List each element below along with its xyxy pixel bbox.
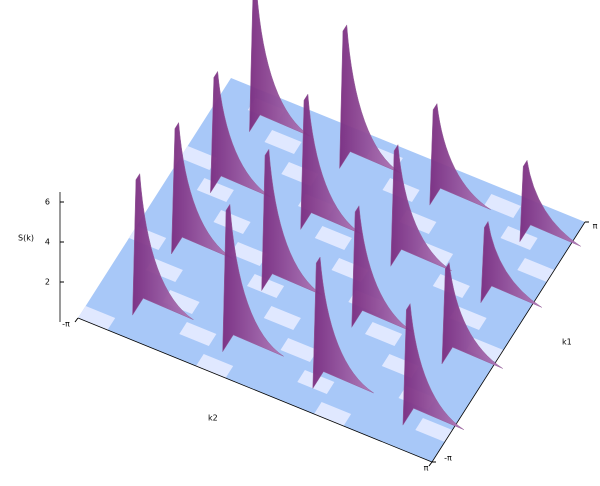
surface-patch (483, 194, 521, 218)
x-tick-label: π (424, 464, 429, 473)
axis-edge (77, 317, 433, 463)
spike (429, 102, 491, 210)
z-tick-label: 6 (45, 198, 50, 207)
z-tick-label: 2 (45, 278, 50, 287)
surface-patch (162, 290, 200, 314)
axis-edge (431, 221, 586, 463)
y-tick-label: π (593, 222, 598, 231)
x-tick (428, 461, 433, 467)
y-tick-label: -π (444, 454, 452, 463)
spike (519, 159, 581, 247)
surface-patch (365, 322, 403, 346)
x-tick (74, 317, 79, 323)
surface-patch (213, 210, 251, 234)
spike (441, 261, 503, 369)
surface-patch (179, 322, 217, 346)
spike (312, 256, 374, 394)
z-axis-label: S(k) (18, 234, 34, 243)
spike (402, 302, 465, 430)
surface-patch (500, 226, 538, 250)
surface-patch (78, 306, 116, 330)
surface-patch (247, 274, 285, 298)
surface-patch (180, 146, 218, 170)
surface-patch (196, 178, 234, 202)
surface-patch (196, 354, 234, 378)
surface-patch (264, 130, 302, 154)
surface-patch (314, 226, 352, 250)
spike (480, 220, 542, 308)
y-axis-label: k1 (562, 338, 572, 347)
surface-patch (517, 258, 555, 282)
spike (132, 172, 194, 320)
x-tick-label: -π (62, 320, 70, 329)
surface-patch (415, 418, 453, 442)
z-tick-label: 4 (45, 238, 50, 247)
surface-patch (280, 338, 318, 362)
surface-patch (230, 242, 268, 266)
spike (222, 203, 284, 357)
surface-patch (263, 306, 301, 330)
x-axis-label: k2 (208, 414, 218, 423)
surface-patch (314, 402, 352, 426)
